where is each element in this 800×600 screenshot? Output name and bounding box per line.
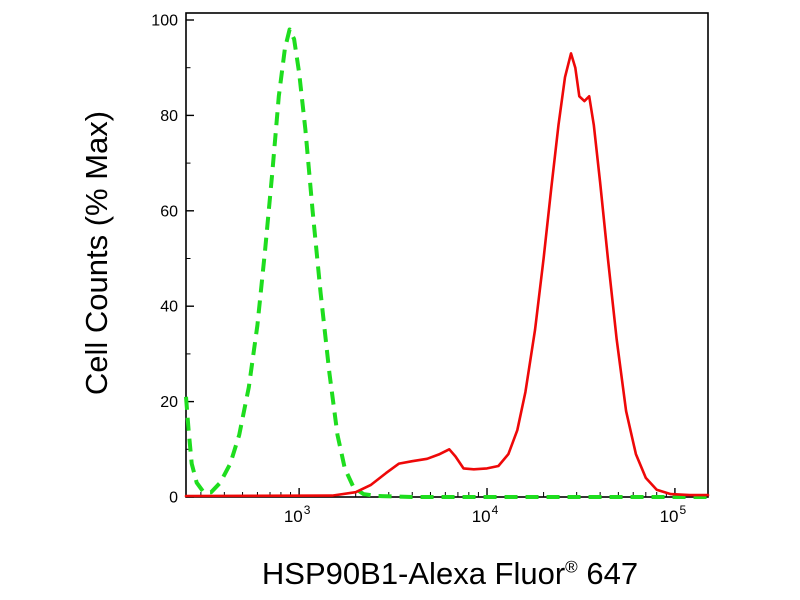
- y-tick-label: 0: [169, 490, 178, 507]
- x-tick-label: 104: [472, 503, 499, 526]
- y-tick-label: 40: [160, 299, 178, 316]
- y-tick-label: 60: [160, 203, 178, 220]
- x-axis-label: HSP90B1-Alexa Fluor® 647: [262, 556, 638, 592]
- x-axis-label-suffix: 647: [577, 556, 639, 591]
- y-tick-label: 100: [151, 13, 178, 30]
- y-axis-label: Cell Counts (% Max): [79, 110, 114, 396]
- series-negative-control-green-dashed: [184, 27, 708, 499]
- x-tick-label: 103: [284, 503, 311, 526]
- registered-trademark-symbol: ®: [565, 557, 578, 577]
- series-hsp90b1-stained-red-solid: [184, 52, 710, 498]
- x-tick-label: 105: [660, 503, 687, 526]
- y-tick-label: 20: [160, 394, 178, 411]
- x-axis-label-main: HSP90B1-Alexa Fluor: [261, 556, 566, 591]
- y-tick-label: 80: [160, 108, 178, 125]
